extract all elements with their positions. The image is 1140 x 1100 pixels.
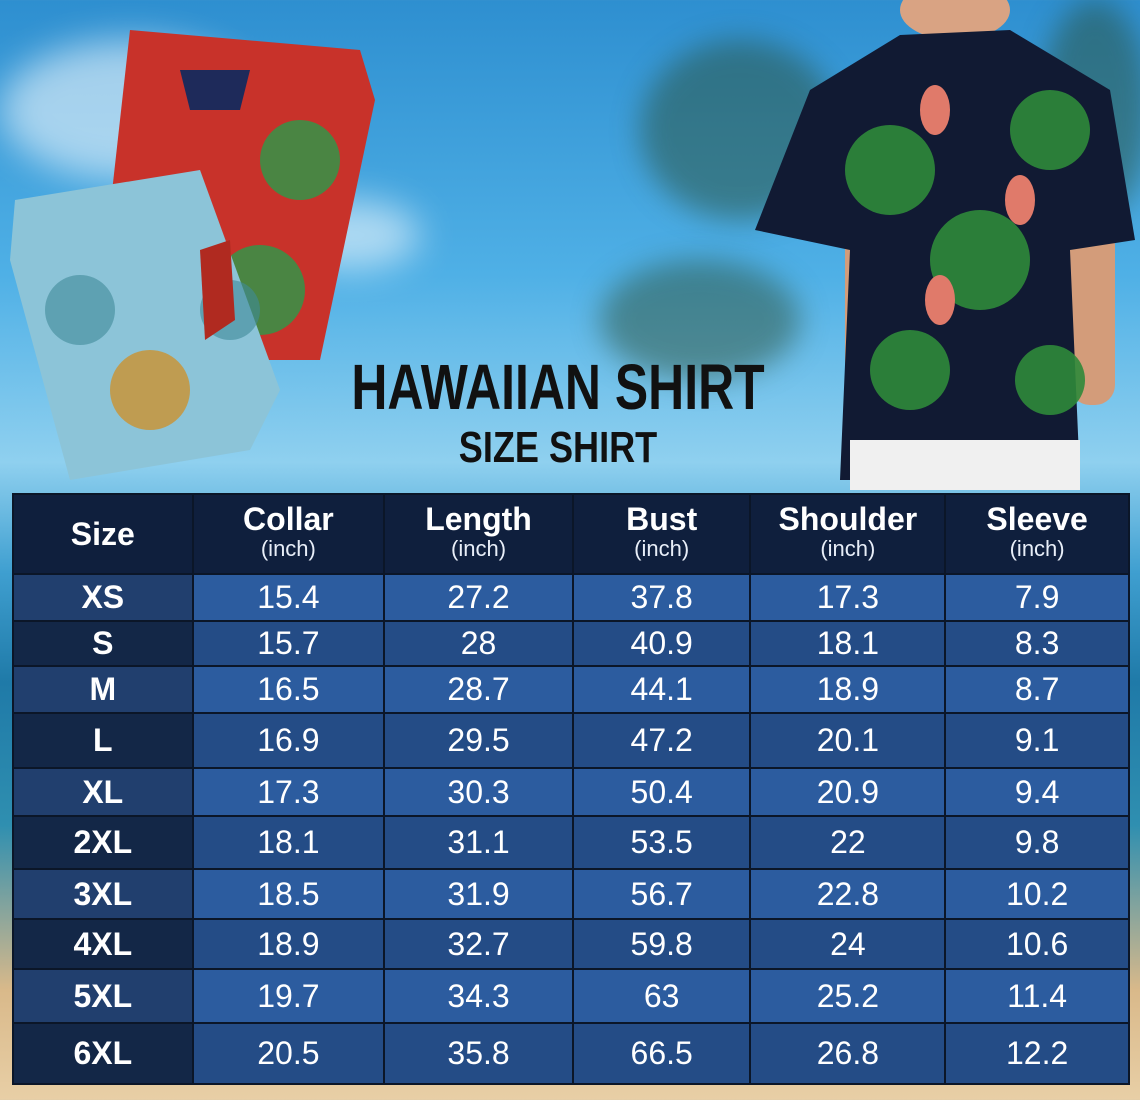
table-row: S 15.7 28 40.9 18.1 8.3 [12, 620, 1130, 667]
cell-size: M [12, 665, 194, 714]
cell-sleeve: 9.8 [944, 815, 1130, 870]
header-unit: (inch) [1009, 536, 1065, 561]
cell-size: 2XL [12, 815, 194, 870]
cell-shoulder: 18.1 [749, 620, 947, 667]
cell-size: 4XL [12, 918, 194, 970]
table-row: 2XL 18.1 31.1 53.5 22 9.8 [12, 815, 1130, 870]
header-size-label: Size [70, 516, 135, 552]
cell-size: XS [12, 573, 194, 622]
cell-sleeve: 10.2 [944, 868, 1130, 920]
cell-length: 29.5 [383, 712, 574, 769]
cell-collar: 17.3 [191, 767, 386, 817]
cell-bust: 53.5 [571, 815, 752, 870]
cell-shoulder: 20.1 [749, 712, 947, 769]
cell-size: XL [12, 767, 194, 817]
cell-shoulder: 24 [749, 918, 947, 970]
model-shirt-image [755, 0, 1135, 490]
header-label: Bust [626, 501, 698, 537]
table-row: 6XL 20.5 35.8 66.5 26.8 12.2 [12, 1022, 1130, 1085]
cell-shoulder: 26.8 [749, 1022, 947, 1085]
cell-length: 34.3 [383, 968, 574, 1024]
cell-collar: 20.5 [191, 1022, 386, 1085]
cell-size: 5XL [12, 968, 194, 1024]
blue-shirt [10, 170, 280, 480]
cell-length: 30.3 [383, 767, 574, 817]
cell-size: S [12, 620, 194, 667]
header-size: Size [12, 493, 194, 575]
title: HAWAIIAN SHIRT [351, 351, 765, 423]
header-unit: (inch) [820, 536, 876, 561]
cell-sleeve: 9.4 [944, 767, 1130, 817]
cell-shoulder: 22 [749, 815, 947, 870]
table-row: M 16.5 28.7 44.1 18.9 8.7 [12, 665, 1130, 714]
cell-size: 6XL [12, 1022, 194, 1085]
cell-collar: 15.4 [191, 573, 386, 622]
cell-collar: 16.5 [191, 665, 386, 714]
cell-bust: 63 [571, 968, 752, 1024]
cell-shoulder: 25.2 [749, 968, 947, 1024]
header-collar: Collar (inch) [191, 493, 386, 575]
cell-bust: 40.9 [571, 620, 752, 667]
cell-length: 31.1 [383, 815, 574, 870]
cell-bust: 56.7 [571, 868, 752, 920]
cell-length: 28.7 [383, 665, 574, 714]
header-unit: (inch) [634, 536, 690, 561]
header-bust: Bust (inch) [571, 493, 752, 575]
cell-bust: 59.8 [571, 918, 752, 970]
header-label: Sleeve [986, 501, 1088, 537]
cell-sleeve: 11.4 [944, 968, 1130, 1024]
palm-tree [600, 260, 800, 380]
subtitle: SIZE SHIRT [458, 423, 658, 472]
size-chart-table: Size Collar (inch) Length (inch) Bust (inch… [12, 493, 1130, 1085]
folded-shirts-image [10, 30, 375, 480]
header-shoulder: Shoulder (inch) [749, 493, 947, 575]
cell-shoulder: 17.3 [749, 573, 947, 622]
cell-length: 32.7 [383, 918, 574, 970]
cell-collar: 19.7 [191, 968, 386, 1024]
table-row: XL 17.3 30.3 50.4 20.9 9.4 [12, 767, 1130, 817]
cell-bust: 37.8 [571, 573, 752, 622]
header-sleeve: Sleeve (inch) [944, 493, 1130, 575]
header-unit: (inch) [260, 536, 316, 561]
table-row: 4XL 18.9 32.7 59.8 24 10.6 [12, 918, 1130, 970]
cell-sleeve: 12.2 [944, 1022, 1130, 1085]
cell-length: 28 [383, 620, 574, 667]
cell-collar: 15.7 [191, 620, 386, 667]
cell-length: 35.8 [383, 1022, 574, 1085]
cell-size: L [12, 712, 194, 769]
cell-bust: 47.2 [571, 712, 752, 769]
cell-shoulder: 18.9 [749, 665, 947, 714]
cell-sleeve: 7.9 [944, 573, 1130, 622]
cell-bust: 50.4 [571, 767, 752, 817]
header-unit: (inch) [451, 536, 507, 561]
header-length: Length (inch) [383, 493, 574, 575]
cell-length: 31.9 [383, 868, 574, 920]
header-row: Size Collar (inch) Length (inch) Bust (inch… [12, 493, 1130, 575]
header-label: Length [425, 501, 532, 537]
cell-collar: 18.5 [191, 868, 386, 920]
table-row: 5XL 19.7 34.3 63 25.2 11.4 [12, 968, 1130, 1024]
cell-sleeve: 9.1 [944, 712, 1130, 769]
cell-collar: 16.9 [191, 712, 386, 769]
table-row: 3XL 18.5 31.9 56.7 22.8 10.2 [12, 868, 1130, 920]
cell-collar: 18.9 [191, 918, 386, 970]
cell-sleeve: 8.3 [944, 620, 1130, 667]
cell-collar: 18.1 [191, 815, 386, 870]
header-label: Shoulder [778, 501, 918, 537]
cell-shoulder: 22.8 [749, 868, 947, 920]
table-row: XS 15.4 27.2 37.8 17.3 7.9 [12, 573, 1130, 622]
cell-bust: 66.5 [571, 1022, 752, 1085]
cell-bust: 44.1 [571, 665, 752, 714]
cell-shoulder: 20.9 [749, 767, 947, 817]
cell-size: 3XL [12, 868, 194, 920]
cell-sleeve: 8.7 [944, 665, 1130, 714]
table-row: L 16.9 29.5 47.2 20.1 9.1 [12, 712, 1130, 769]
header-label: Collar [243, 501, 334, 537]
cell-sleeve: 10.6 [944, 918, 1130, 970]
cell-length: 27.2 [383, 573, 574, 622]
